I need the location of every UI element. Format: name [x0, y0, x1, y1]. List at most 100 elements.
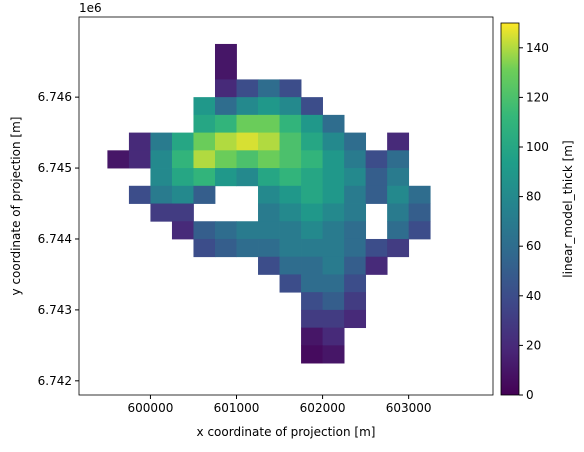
cell [387, 150, 410, 169]
cell [150, 150, 173, 169]
cell [279, 185, 302, 204]
cell [279, 274, 302, 293]
cell [236, 114, 259, 133]
cell [301, 221, 323, 240]
cell [301, 309, 323, 329]
cell [387, 203, 410, 222]
cell [344, 238, 367, 258]
cell [193, 168, 216, 187]
cell [301, 132, 323, 151]
cell [365, 185, 388, 204]
cell [322, 345, 345, 364]
cell [279, 221, 302, 240]
cell [301, 114, 323, 133]
cell [258, 79, 280, 98]
colorbar-tick-label: 0 [526, 388, 534, 402]
cell [301, 256, 323, 275]
cell [301, 292, 323, 311]
cell [193, 114, 216, 133]
y-tick-label: 6.745 [38, 161, 72, 175]
cell [344, 150, 367, 169]
cell [344, 292, 367, 311]
cell [150, 185, 173, 204]
colorbar-tick-label: 100 [526, 140, 549, 154]
cell [322, 292, 345, 311]
cell [344, 168, 367, 187]
cell [322, 256, 345, 275]
cell [322, 114, 345, 133]
colorbar-tick-label: 60 [526, 239, 541, 253]
cell [387, 132, 410, 151]
cell [258, 97, 280, 116]
cell [258, 256, 280, 275]
cell [171, 185, 194, 204]
cell [279, 168, 302, 187]
cell [365, 238, 388, 258]
cell [301, 168, 323, 187]
cell [344, 221, 367, 240]
cell [214, 132, 237, 151]
cell [128, 150, 151, 169]
cell [279, 79, 302, 98]
cell [150, 168, 173, 187]
colorbar-label: linear_model_thick [m] [561, 140, 575, 277]
cell [279, 203, 302, 222]
cell [236, 238, 259, 258]
cell [408, 203, 431, 222]
cell [279, 97, 302, 116]
cell [214, 114, 237, 133]
cell [301, 274, 323, 293]
y-tick-label: 6.743 [38, 303, 72, 317]
y-tick-label: 6.744 [38, 232, 72, 246]
cell [344, 185, 367, 204]
cell [301, 238, 323, 258]
cell [365, 150, 388, 169]
x-tick-label: 602000 [300, 401, 346, 415]
cell [171, 132, 194, 151]
x-tick-label: 601000 [214, 401, 260, 415]
cell [408, 221, 431, 240]
cell [214, 61, 237, 80]
cell [107, 150, 130, 169]
cell [387, 238, 410, 258]
cell [279, 256, 302, 275]
y-offset-label: 1e6 [79, 1, 102, 15]
colorbar-tick-label: 40 [526, 289, 541, 303]
cell [236, 132, 259, 151]
cell [214, 79, 237, 98]
cell [387, 185, 410, 204]
cell [301, 203, 323, 222]
cell [171, 221, 194, 240]
cell [258, 150, 280, 169]
y-axis-label: y coordinate of projection [m] [9, 117, 23, 296]
cell [344, 309, 367, 329]
cell [322, 327, 345, 346]
cell [214, 221, 237, 240]
cell [322, 185, 345, 204]
cell [301, 345, 323, 364]
cell [258, 114, 280, 133]
cell [408, 185, 431, 204]
cell [258, 168, 280, 187]
cell [236, 97, 259, 116]
cell [193, 150, 216, 169]
cell [236, 150, 259, 169]
cell [387, 168, 410, 187]
cell [214, 238, 237, 258]
cell [258, 238, 280, 258]
cell [322, 203, 345, 222]
cell [193, 97, 216, 116]
cell [236, 79, 259, 98]
cell [344, 132, 367, 151]
colorbar [500, 22, 520, 396]
cell [322, 309, 345, 329]
cell [236, 221, 259, 240]
colorbar-tick-label: 20 [526, 338, 541, 352]
cell [301, 150, 323, 169]
cell [150, 203, 173, 222]
cell [301, 97, 323, 116]
x-axis-label: x coordinate of projection [m] [197, 425, 376, 439]
cell [236, 168, 259, 187]
cell [301, 185, 323, 204]
